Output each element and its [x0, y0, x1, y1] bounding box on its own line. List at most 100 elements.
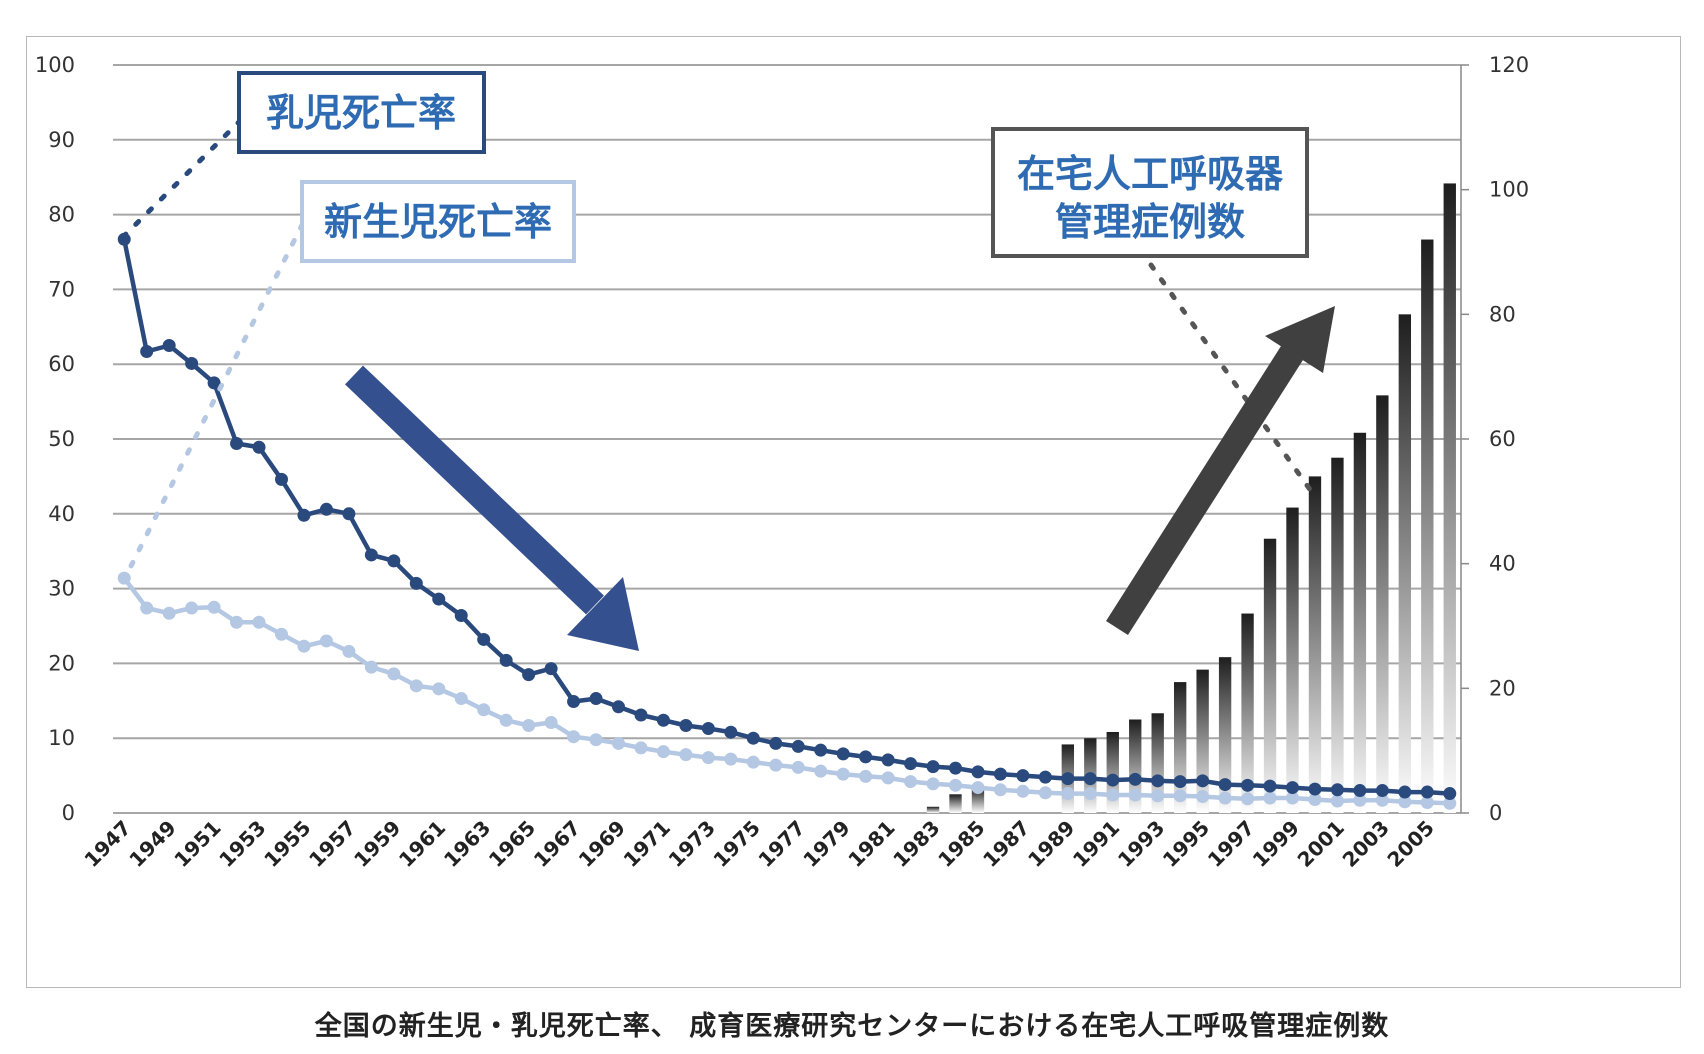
ventilator-bar	[1263, 538, 1277, 813]
neonatal-point	[656, 745, 670, 759]
infant-point	[207, 376, 221, 390]
infant-point	[1173, 775, 1187, 789]
x-tick-label: 1985	[933, 816, 989, 872]
x-tick-label: 1951	[169, 816, 225, 872]
neonatal-point	[387, 667, 401, 681]
neonatal-point	[1196, 790, 1210, 804]
y-axis-left: 0 10 20 30 40 50 60 70 80 90 100	[35, 53, 75, 825]
ventilator-bar	[1308, 476, 1322, 813]
infant-point	[544, 662, 558, 676]
ventilator-bar	[1241, 613, 1254, 813]
x-tick-label: 2005	[1382, 816, 1438, 872]
infant-label: 乳児死亡率	[266, 91, 456, 135]
infant-point	[275, 472, 288, 486]
x-tick-label: 1975	[708, 816, 764, 872]
infant-point	[230, 436, 244, 450]
infant-point	[746, 731, 760, 745]
neonatal-point	[544, 715, 558, 729]
x-tick-label: 1997	[1203, 816, 1259, 872]
infant-point	[1061, 772, 1075, 786]
figure-caption: 全国の新生児・乳児死亡率、 成育医療研究センターにおける在宅人工呼吸管理症例数	[314, 1011, 1390, 1042]
infant-point	[926, 760, 940, 774]
infant-point	[342, 507, 356, 521]
neonatal-point	[971, 781, 985, 795]
neonatal-point	[1308, 793, 1322, 807]
neonatal-point	[1263, 791, 1277, 805]
neonatal-point	[207, 600, 221, 614]
x-tick-label: 1993	[1113, 816, 1169, 872]
neonatal-point	[769, 758, 783, 772]
down-arrow	[345, 365, 639, 651]
infant-point	[140, 344, 154, 358]
x-tick-label: 1979	[798, 816, 854, 872]
x-tick-label: 1967	[529, 816, 585, 872]
y-right-tick-label: 120	[1489, 53, 1529, 77]
neonatal-point	[589, 733, 603, 747]
neonatal-point	[364, 660, 378, 674]
neonatal-point	[993, 783, 1007, 797]
infant-point	[814, 743, 828, 757]
x-tick-label: 1957	[304, 816, 360, 872]
neonatal-point	[1173, 789, 1187, 803]
infant-point	[499, 653, 513, 667]
neonatal-point	[814, 764, 828, 778]
ventilator-bar	[1353, 432, 1367, 813]
infant-point	[904, 757, 918, 771]
infant-point	[1398, 785, 1412, 799]
infant-point	[949, 761, 962, 775]
y-right-tick-label: 60	[1489, 427, 1516, 451]
infant-connector	[120, 111, 250, 240]
infant-point	[162, 339, 176, 352]
neonatal-point	[1061, 787, 1075, 801]
infant-point	[724, 725, 738, 739]
infant-point	[185, 356, 199, 370]
infant-point	[1443, 787, 1457, 801]
ventilator-bar	[1443, 183, 1456, 813]
infant-point	[1038, 770, 1052, 784]
neonatal-point	[1375, 793, 1389, 807]
ventilator-label-line1: 在宅人工呼吸器	[1017, 152, 1284, 196]
x-tick-label: 2003	[1338, 816, 1394, 872]
x-tick-label: 1969	[574, 816, 630, 872]
neonatal-point	[1083, 787, 1097, 801]
neonatal-point	[342, 644, 356, 658]
infant-point	[1083, 772, 1097, 786]
neonatal-point	[162, 606, 176, 620]
infant-point	[1353, 784, 1367, 798]
neonatal-point	[477, 703, 491, 717]
ventilator-bar	[926, 806, 940, 813]
ventilator-bar	[1286, 507, 1299, 813]
neonatal-point	[499, 713, 513, 727]
neonatal-point	[746, 755, 760, 769]
neonatal-point	[185, 601, 199, 615]
infant-point	[1196, 774, 1210, 788]
ventilator-bar	[949, 794, 962, 813]
infant-point	[454, 609, 468, 623]
infant-point	[791, 739, 805, 753]
neonatal-point	[701, 751, 715, 765]
infant-point	[567, 695, 581, 709]
x-tick-label: 1991	[1068, 816, 1124, 872]
neonatal-point	[1106, 788, 1120, 802]
infant-point	[364, 548, 378, 562]
neonatal-point	[724, 752, 738, 766]
infant-point	[589, 692, 603, 706]
x-tick-label: 1949	[124, 816, 180, 872]
ventilator-bar	[1376, 395, 1389, 813]
neonatal-point	[140, 601, 154, 615]
neonatal-point	[1016, 784, 1030, 798]
neonatal-point	[1330, 794, 1344, 808]
ventilator-bar	[1331, 457, 1344, 813]
ventilator-label-box: 在宅人工呼吸器 管理症例数	[991, 127, 1309, 258]
x-tick-label: 2001	[1293, 816, 1349, 872]
infant-point	[297, 508, 311, 522]
infant-point	[1263, 779, 1277, 793]
neonatal-point	[275, 627, 288, 641]
x-tick-label: 1955	[259, 816, 315, 872]
y-left-tick-label: 0	[62, 801, 75, 825]
y-axis-right: 0 20 40 60 80 100 120	[1460, 53, 1529, 825]
neonatal-point	[567, 730, 581, 744]
infant-point	[612, 700, 625, 714]
y-left-tick-label: 60	[48, 352, 75, 376]
x-tick-label: 1977	[753, 816, 809, 872]
